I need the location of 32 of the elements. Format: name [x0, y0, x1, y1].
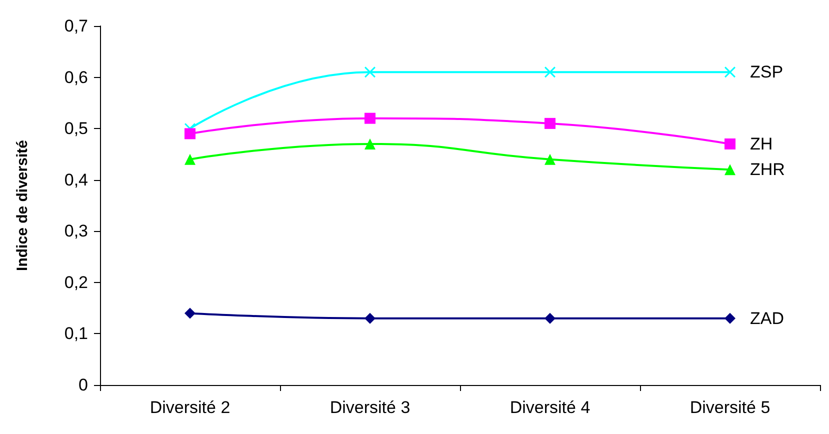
point — [364, 66, 376, 78]
point — [724, 312, 736, 324]
point — [184, 128, 196, 140]
y-tick-label: 0,3 — [64, 222, 88, 241]
series-label: ZAD — [750, 308, 784, 328]
x-tick-label: Diversité 3 — [330, 398, 410, 417]
y-tick-label: 0,7 — [64, 16, 88, 36]
point — [184, 308, 196, 319]
point — [544, 66, 556, 78]
x-tick-label: Diversité 5 — [690, 398, 770, 417]
point — [364, 112, 376, 124]
series-label: ZH — [750, 134, 773, 154]
point — [544, 312, 556, 324]
point — [544, 118, 556, 129]
y-tick-label: 0 — [78, 376, 88, 394]
point — [724, 138, 736, 150]
y-tick-label: 0,1 — [64, 324, 88, 344]
y-tick-label: 0,4 — [64, 170, 88, 190]
point — [184, 154, 196, 165]
y-tick-label: 0,5 — [64, 119, 88, 138]
y-tick-label: 0,2 — [64, 272, 88, 292]
y-tick-label: 0,6 — [64, 68, 88, 87]
point — [364, 138, 376, 150]
series-label: ZSP — [750, 62, 784, 82]
point — [724, 66, 736, 78]
x-tick-label: Diversité 2 — [150, 398, 230, 417]
y-axis-title: Indice de diversité — [14, 140, 31, 271]
point — [544, 154, 556, 165]
x-tick-label: Diversité 4 — [510, 398, 590, 417]
point — [364, 312, 376, 324]
point — [724, 164, 736, 176]
series-label: ZHR — [750, 160, 785, 180]
